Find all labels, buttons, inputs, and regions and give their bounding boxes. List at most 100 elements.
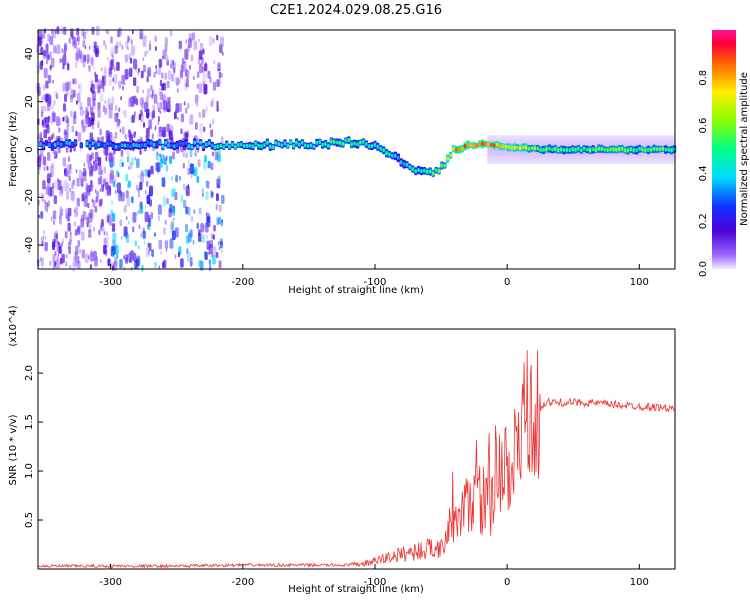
signal-blob	[612, 147, 615, 152]
noise-blip	[101, 219, 104, 227]
noise-blip	[189, 229, 193, 238]
noise-blip	[130, 36, 132, 42]
signal-blob	[626, 148, 630, 153]
noise-blip	[110, 36, 113, 44]
signal-blob	[379, 146, 383, 151]
noise-blip	[89, 209, 94, 219]
noise-blip	[146, 180, 149, 187]
signal-blob	[577, 146, 580, 151]
noise-blip	[108, 67, 112, 75]
noise-blip	[154, 127, 156, 131]
noise-blip	[193, 76, 195, 81]
noise-blip	[138, 114, 142, 121]
noise-blip	[90, 184, 93, 192]
signal-blob	[510, 145, 514, 150]
signal-blob	[120, 143, 124, 148]
signal-blob	[667, 147, 671, 152]
signal-blob	[443, 163, 447, 168]
y-tick-label: 40	[24, 48, 35, 61]
noise-blip	[185, 107, 188, 114]
noise-blip	[51, 162, 54, 169]
noise-blip	[67, 156, 71, 163]
noise-blip	[52, 210, 57, 220]
signal-blob	[50, 144, 54, 149]
signal-blob	[135, 143, 138, 148]
noise-blip	[61, 241, 64, 247]
noise-blip	[81, 120, 84, 125]
noise-blip	[146, 88, 151, 98]
noise-blip	[133, 77, 137, 86]
noise-blip	[121, 45, 124, 50]
noise-blip	[107, 258, 111, 267]
signal-blob	[455, 147, 458, 152]
noise-blip	[116, 61, 120, 71]
noise-blip	[164, 37, 168, 46]
noise-blip	[208, 259, 211, 266]
noise-blip	[182, 163, 185, 169]
signal-blob	[469, 143, 473, 148]
noise-blip	[170, 63, 172, 68]
noise-blip	[198, 38, 200, 43]
noise-blip	[71, 182, 74, 190]
signal-blob	[516, 145, 519, 150]
noise-blip	[123, 109, 127, 119]
noise-blip	[105, 130, 110, 140]
signal-blob	[114, 145, 118, 149]
signal-blob	[362, 139, 365, 144]
noise-blip	[144, 211, 149, 223]
noise-blip	[94, 74, 98, 83]
signal-blob	[292, 144, 295, 148]
noise-blip	[103, 231, 106, 236]
signal-blob	[335, 140, 339, 145]
noise-blip	[152, 110, 156, 119]
noise-blip	[143, 240, 146, 245]
noise-blip	[78, 84, 80, 89]
noise-blip	[43, 67, 48, 79]
noise-blip	[76, 27, 80, 36]
signal-blob	[614, 147, 618, 152]
noise-blip	[85, 187, 88, 193]
noise-blip	[64, 231, 68, 239]
noise-blip	[126, 156, 130, 163]
noise-blip	[146, 49, 149, 54]
noise-blip	[185, 206, 189, 215]
noise-blip	[216, 100, 219, 107]
noise-blip	[106, 231, 108, 237]
noise-blip	[168, 130, 173, 141]
noise-blip	[190, 216, 194, 222]
noise-blip	[84, 45, 87, 49]
signal-blob	[623, 148, 627, 153]
noise-blip	[97, 79, 102, 90]
noise-blip	[85, 106, 89, 115]
noise-blip	[101, 67, 103, 72]
noise-blip	[98, 229, 101, 236]
signal-blob	[123, 143, 127, 148]
noise-blip	[107, 97, 111, 108]
noise-blip	[150, 251, 153, 257]
noise-blip	[216, 217, 220, 225]
signal-blob	[370, 144, 374, 149]
noise-blip	[120, 236, 123, 240]
noise-blip	[148, 223, 150, 227]
noise-blip	[98, 165, 102, 176]
noise-blip	[119, 41, 122, 47]
noise-blip	[175, 77, 178, 84]
noise-blip	[129, 96, 132, 103]
noise-blip	[177, 116, 179, 121]
signal-blob	[475, 143, 479, 148]
noise-blip	[146, 194, 150, 205]
noise-blip	[196, 176, 200, 183]
noise-blip	[128, 97, 132, 108]
noise-blip	[221, 73, 223, 78]
signal-blob	[594, 148, 598, 153]
noise-blip	[140, 232, 143, 238]
noise-blip	[209, 123, 212, 128]
noise-blip	[40, 46, 44, 55]
noise-blip	[97, 122, 100, 129]
noise-blip	[185, 69, 190, 80]
noise-blip	[101, 184, 104, 192]
noise-blip	[123, 255, 125, 260]
noise-blip	[200, 42, 204, 51]
signal-blob	[341, 142, 345, 146]
signal-blob	[655, 147, 659, 152]
